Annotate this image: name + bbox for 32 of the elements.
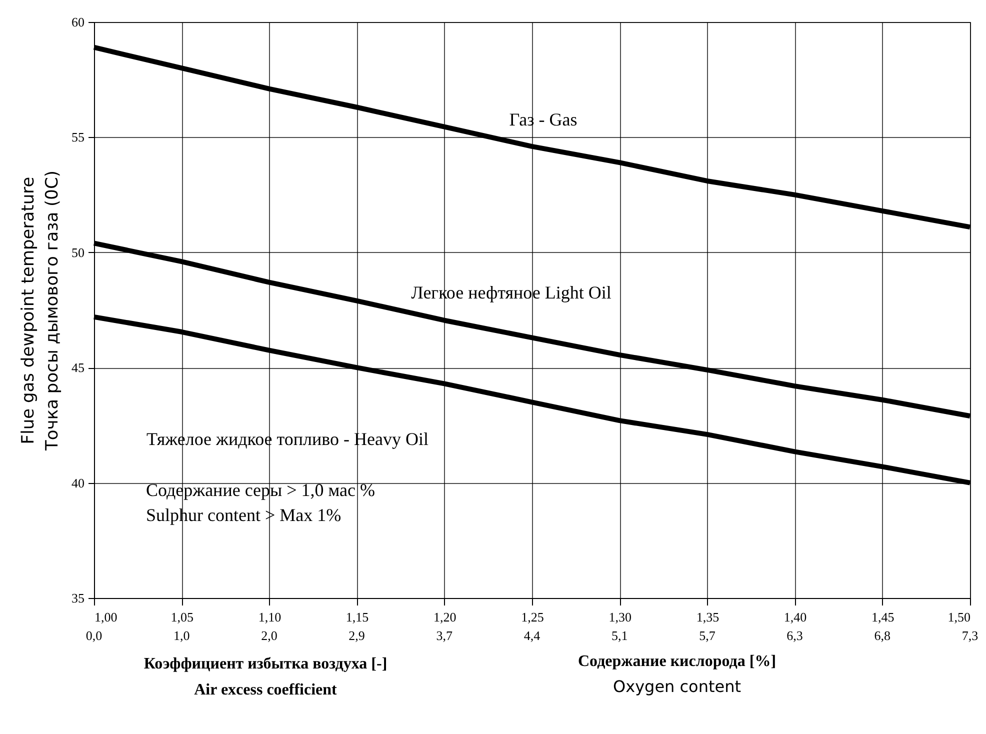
text: 3,7 (436, 628, 454, 643)
text: 6,3 (786, 628, 803, 643)
text: 7,3 (962, 628, 978, 643)
y-tick-label: 45 (72, 360, 84, 376)
x-tick-label: 1,15 (346, 610, 369, 624)
x-tick-label: 1,25 (521, 610, 544, 624)
x-axis-title: Коэффициент избытка воздуха [-] Air excess coefficient (144, 656, 388, 698)
text: 5,1 (611, 628, 628, 643)
x-tick-label: 1,30 (608, 610, 632, 624)
y-tick-label: 40 (72, 475, 84, 490)
x-tick-label: 1,20 (434, 610, 456, 624)
x-tick-label: 1,00 (94, 610, 118, 624)
text: 1,0 (173, 628, 190, 643)
text: Содержание кислорода [%] (578, 653, 776, 670)
text: 2,0 (261, 628, 278, 643)
y-tick-label: 35 (72, 590, 84, 606)
y-axis-title: Flue gas dewpoint temperature Точка росы дымового газа (0С) (18, 170, 62, 452)
y-tick-label: 50 (72, 244, 84, 260)
text: Oxygen content (612, 677, 742, 696)
y-tick-label: 60 (72, 14, 84, 30)
x-tick-label: 1,40 (784, 610, 807, 624)
x-tick-label: 1,35 (696, 610, 720, 624)
x-tick-label: 1,10 (258, 610, 282, 624)
x-tick-label: 1,05 (170, 610, 194, 624)
text: 5,7 (699, 628, 716, 643)
text: 0,0 (86, 628, 102, 643)
text: 2,9 (348, 628, 365, 643)
text: 6,8 (874, 628, 891, 643)
x-tick-label: 1,50 (948, 610, 970, 624)
x-tick-label: 1,45 (872, 610, 894, 624)
text: 4,4 (524, 628, 541, 643)
y-tick-label: 55 (72, 130, 84, 145)
